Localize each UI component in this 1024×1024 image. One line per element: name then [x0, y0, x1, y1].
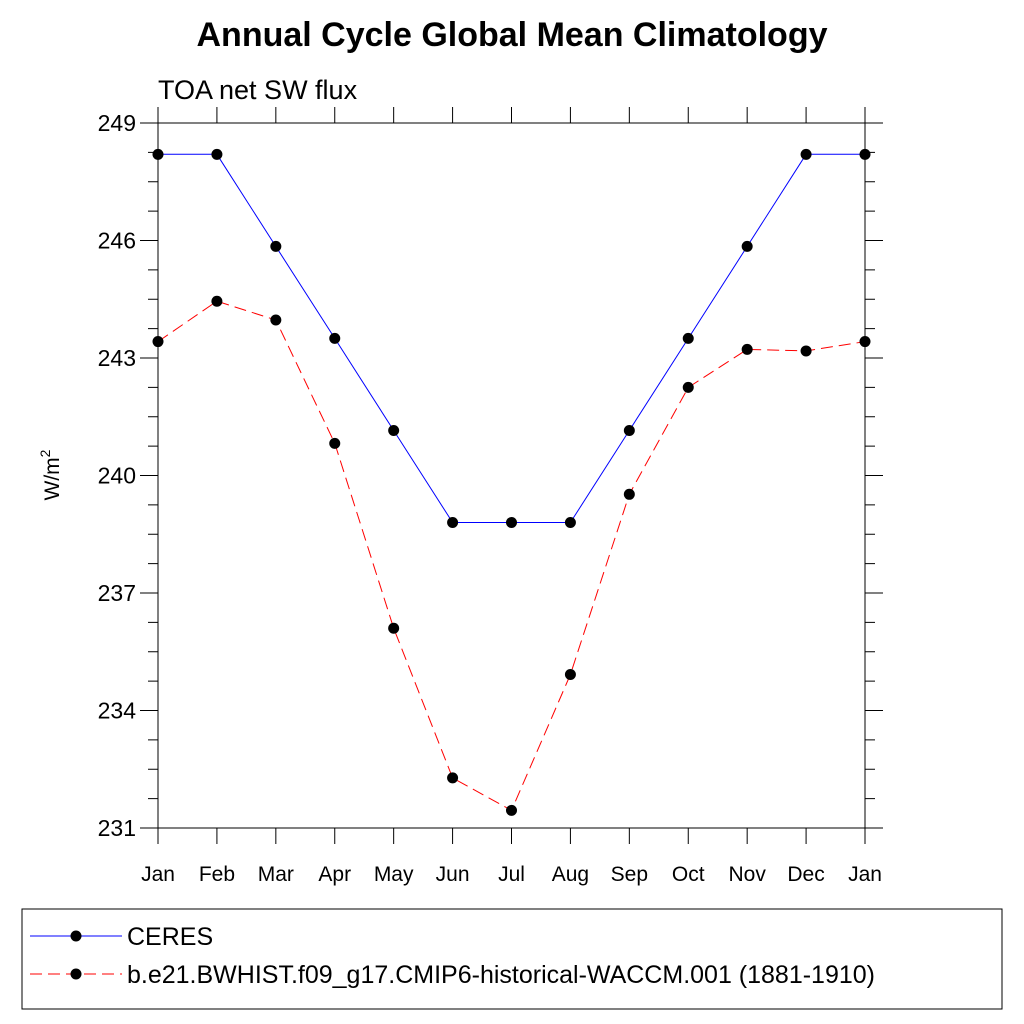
y-tick-label: 240: [98, 463, 136, 489]
series-1-point: [447, 517, 459, 528]
x-tick-label: Aug: [552, 863, 589, 886]
series-2-point: [623, 488, 635, 500]
x-tick-label: Mar: [258, 863, 294, 886]
x-tick-label: Oct: [672, 863, 705, 886]
x-tick-label: Jan: [141, 863, 175, 886]
series-1-point: [506, 517, 517, 528]
series-2-point: [152, 336, 164, 348]
y-tick-label: 231: [98, 815, 136, 841]
y-axis-label-superscript: 2: [37, 449, 53, 457]
y-tick-label: 234: [98, 698, 137, 724]
x-tick-label: May: [374, 863, 414, 886]
y-tick-label: 237: [98, 580, 136, 606]
series-1-point: [741, 240, 753, 252]
y-axis-label: W/m2: [37, 449, 64, 500]
series-1-point: [388, 424, 400, 436]
series-2-point: [800, 345, 812, 357]
x-tick-label: Apr: [318, 863, 351, 886]
legend-marker-2: [70, 968, 82, 980]
y-tick-label: 246: [98, 228, 136, 254]
chart-title: Annual Cycle Global Mean Climatology: [197, 16, 828, 54]
legend: CERES b.e21.BWHIST.f09_g17.CMIP6-historic…: [30, 923, 875, 989]
series-1-point: [152, 148, 164, 160]
series-1-point: [270, 240, 282, 252]
legend-marker-1: [70, 930, 82, 942]
series-2-point: [564, 668, 576, 680]
series-1-point: [211, 148, 223, 160]
y-tick-label: 249: [98, 110, 136, 136]
series-2-point: [211, 295, 223, 307]
x-tick-label: Jan: [848, 863, 882, 886]
series-1-point: [623, 424, 635, 436]
x-axis: Jan Feb Mar Apr May Jun Jul Aug Sep Oct Nov Dec Jan: [141, 107, 882, 886]
series-2-point: [682, 381, 694, 393]
y-axis: 249 246 243 240 237 234 231: [98, 110, 883, 841]
series-1-point: [859, 148, 871, 160]
x-tick-label: Sep: [611, 863, 648, 886]
series-2-point: [388, 622, 400, 634]
series-layer: [152, 148, 871, 816]
x-tick-label: Jun: [436, 863, 470, 886]
y-axis-label-unit: W/m: [41, 457, 64, 500]
series-2-point: [329, 437, 341, 449]
x-tick-label: Dec: [787, 863, 824, 886]
x-tick-label: Nov: [728, 863, 766, 886]
x-tick-label: Feb: [199, 863, 235, 886]
series-2-point: [859, 336, 871, 348]
legend-label-2: b.e21.BWHIST.f09_g17.CMIP6-historical-WA…: [127, 961, 875, 989]
y-tick-label: 243: [98, 345, 136, 371]
chart-subtitle: TOA net SW flux: [158, 75, 358, 105]
x-tick-label: Jul: [498, 863, 525, 886]
series-line-2: [157, 300, 866, 812]
series-1-point: [564, 517, 576, 528]
series-2-point: [741, 343, 753, 355]
legend-label-1: CERES: [127, 923, 213, 951]
series-2-point: [447, 772, 459, 784]
series-line-1: [158, 153, 865, 523]
series-1-point: [329, 332, 341, 344]
series-2-point: [270, 314, 282, 326]
legend-box: [21, 908, 1003, 1010]
series-1-point: [682, 332, 694, 344]
series-2-point: [506, 804, 517, 816]
series-1-point: [800, 148, 812, 160]
